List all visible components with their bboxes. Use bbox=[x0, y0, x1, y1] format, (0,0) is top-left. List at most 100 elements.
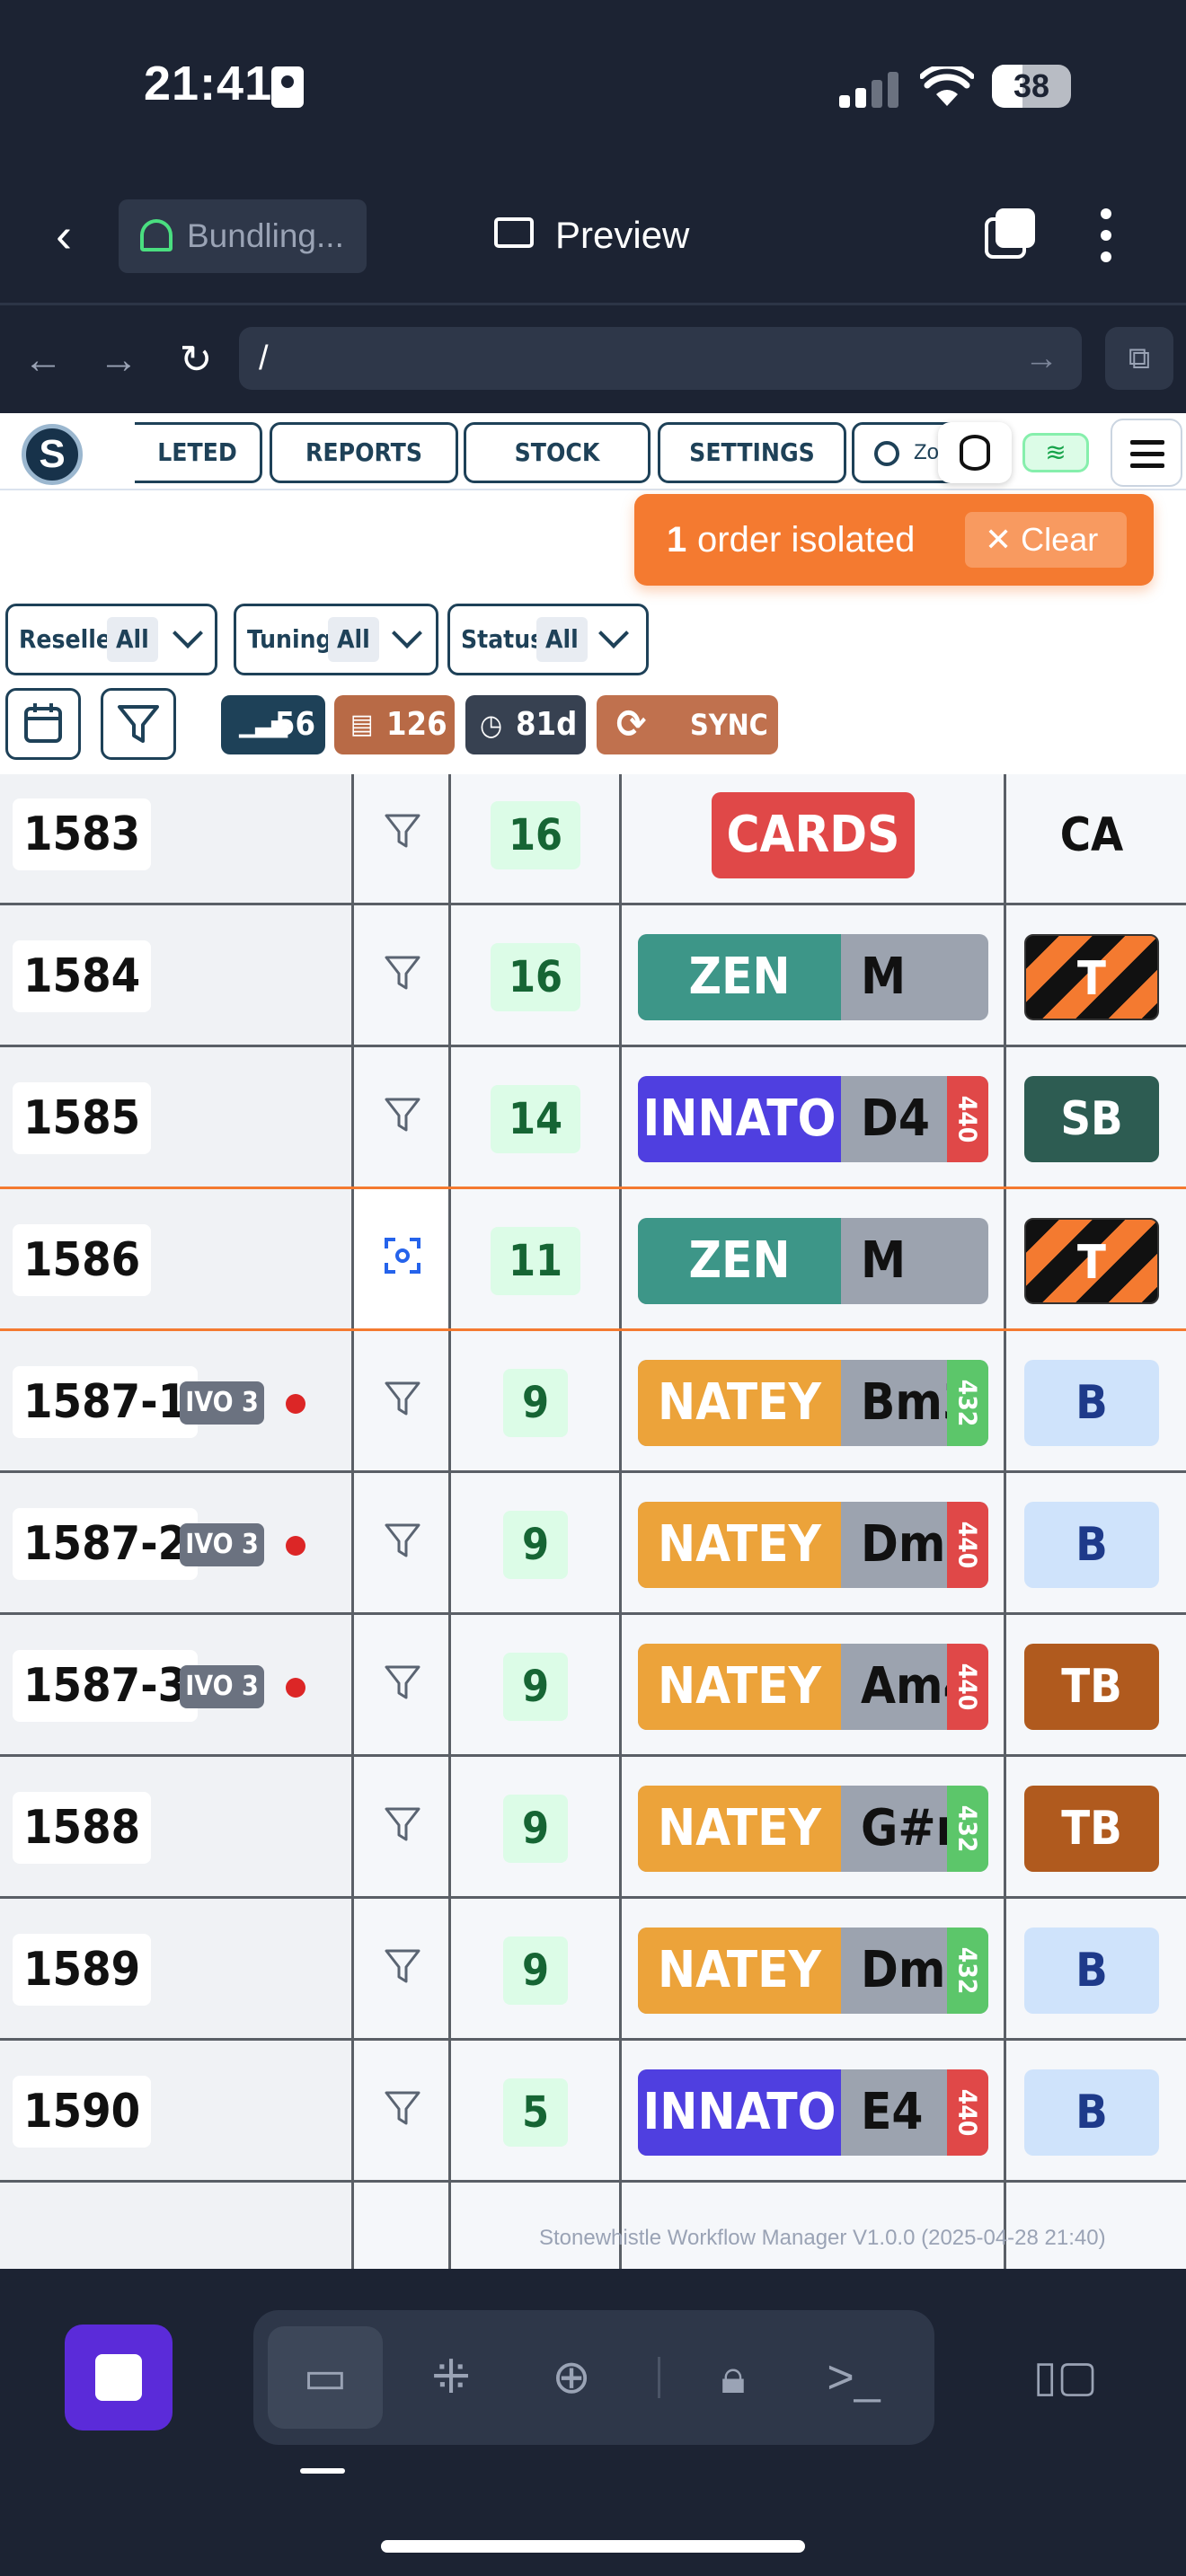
tuning-badge: 440 bbox=[947, 1076, 988, 1162]
reload-icon[interactable]: ↻ bbox=[179, 338, 213, 382]
isolate-cell[interactable] bbox=[354, 1615, 451, 1754]
instrument-badge[interactable]: ZEN M bbox=[638, 1218, 988, 1304]
instrument-name: ZEN bbox=[638, 934, 841, 1020]
side-panel-icon[interactable]: ▯▢ bbox=[1033, 2353, 1098, 2401]
instrument-badge[interactable]: NATEY Am4440 bbox=[638, 1644, 988, 1730]
ivo-badge: IVO 3 bbox=[180, 1381, 264, 1425]
menu-icon[interactable] bbox=[1111, 419, 1182, 487]
instrument-badge[interactable]: INNATO D4 440 bbox=[638, 1076, 988, 1162]
instrument-badge[interactable]: INNATO E4 440 bbox=[638, 2069, 988, 2156]
isolate-cell[interactable] bbox=[354, 1899, 451, 2038]
reseller-filter[interactable]: Reseller All bbox=[5, 604, 217, 675]
table-row[interactable]: 1584 16 ZEN M T bbox=[0, 905, 1186, 1047]
terminal-icon[interactable]: >_ bbox=[827, 2351, 881, 2404]
table-row[interactable]: 1588 9 NATEY G#m4432 TB bbox=[0, 1757, 1186, 1899]
orders-table: 1583 16 CARDS CA 1584 16 ZEN M T 1585 14 INNATO D4 44… bbox=[0, 774, 1186, 2269]
url-field[interactable]: / bbox=[239, 327, 1082, 390]
more-vertical-icon[interactable] bbox=[1093, 208, 1120, 262]
status-filter[interactable]: Status All bbox=[447, 604, 649, 675]
order-number[interactable]: 1587-3 bbox=[13, 1650, 199, 1722]
instrument-key: M bbox=[861, 1231, 907, 1290]
table-row[interactable]: 1590 5 INNATO E4 440 B bbox=[0, 2041, 1186, 2183]
home-indicator[interactable] bbox=[381, 2540, 805, 2553]
isolate-cell[interactable] bbox=[354, 1757, 451, 1896]
type-badge: T bbox=[1024, 1218, 1159, 1304]
table-row[interactable] bbox=[0, 2183, 1186, 2269]
type-badge: B bbox=[1024, 1360, 1159, 1446]
filter-icon bbox=[385, 1381, 420, 1416]
tab-completed[interactable]: LETED bbox=[135, 422, 262, 483]
order-number[interactable]: 1585 bbox=[13, 1082, 152, 1154]
database-icon[interactable] bbox=[938, 422, 1012, 483]
browser-back-icon[interactable]: ← bbox=[23, 338, 63, 382]
globe-icon[interactable]: ⊕ bbox=[552, 2351, 591, 2404]
back-chevron-icon[interactable]: ‹ bbox=[56, 208, 72, 262]
clear-button[interactable]: ✕ Clear bbox=[965, 512, 1127, 568]
quantity-badge: 9 bbox=[503, 1369, 568, 1437]
contact-card-icon bbox=[271, 66, 304, 108]
instrument-badge[interactable]: NATEY Dm4432 bbox=[638, 1928, 988, 2014]
instrument-badge[interactable]: NATEY G#m4432 bbox=[638, 1786, 988, 1872]
order-number[interactable]: 1590 bbox=[13, 2076, 152, 2148]
isolate-cell[interactable] bbox=[354, 1331, 451, 1470]
bar-chart-icon: ▁▃▅ bbox=[239, 711, 288, 738]
instrument-badge[interactable]: NATEY Bm3432 bbox=[638, 1360, 988, 1446]
order-number[interactable]: 1586 bbox=[13, 1224, 152, 1296]
order-number[interactable]: 1589 bbox=[13, 1934, 152, 2006]
filter-button[interactable] bbox=[101, 688, 176, 760]
instrument-badge[interactable]: NATEY Dm4440 bbox=[638, 1502, 988, 1588]
calendar-button[interactable] bbox=[5, 688, 81, 760]
tab-stock[interactable]: STOCK bbox=[464, 422, 651, 483]
browser-forward-icon[interactable]: → bbox=[99, 338, 138, 382]
order-number[interactable]: 1584 bbox=[13, 940, 152, 1012]
tab-settings[interactable]: SETTINGS bbox=[658, 422, 846, 483]
isolation-toast: 1 order isolated ✕ Clear bbox=[634, 494, 1154, 586]
preview-toggle[interactable]: Preview bbox=[494, 208, 689, 262]
isolate-cell[interactable] bbox=[354, 774, 451, 903]
order-number[interactable]: 1583 bbox=[13, 798, 152, 870]
sync-button[interactable]: ⟳ SYNC bbox=[597, 695, 778, 754]
version-footer: Stonewhistle Workflow Manager V1.0.0 (20… bbox=[539, 2226, 1106, 2250]
connection-status-icon[interactable]: ≋ bbox=[1022, 433, 1089, 472]
lock-icon[interactable]: 🔒︎ bbox=[721, 2351, 746, 2404]
go-arrow-icon[interactable]: → bbox=[1024, 340, 1058, 377]
stop-button[interactable] bbox=[65, 2325, 173, 2430]
cards-badge[interactable]: CARDS bbox=[712, 792, 915, 878]
instrument-cell: ZEN M bbox=[622, 905, 1006, 1045]
apps-grid-icon[interactable]: ⁜ bbox=[431, 2351, 471, 2404]
isolate-cell[interactable] bbox=[354, 905, 451, 1045]
instrument-cell: NATEY Dm4432 bbox=[622, 1899, 1006, 2038]
qty-cell: 9 bbox=[451, 1899, 622, 2038]
isolate-cell[interactable] bbox=[354, 1047, 451, 1187]
table-row[interactable]: 1583 16 CARDS CA bbox=[0, 774, 1186, 905]
logo[interactable]: S bbox=[22, 424, 83, 485]
project-chip[interactable]: Bundling... bbox=[119, 199, 367, 273]
chevron-down-icon bbox=[598, 618, 629, 648]
order-number[interactable]: 1587-1 bbox=[13, 1366, 199, 1438]
filter-icon bbox=[118, 705, 159, 743]
type-cell: SB bbox=[1006, 1047, 1186, 1187]
isolate-cell[interactable] bbox=[354, 1473, 451, 1612]
table-row[interactable]: 1589 9 NATEY Dm4432 B bbox=[0, 1899, 1186, 2041]
order-number[interactable]: 1587-2 bbox=[13, 1508, 199, 1580]
table-row[interactable]: 1585 14 INNATO D4 440 SB bbox=[0, 1047, 1186, 1189]
desktop-view-icon[interactable]: ▭ bbox=[268, 2326, 383, 2429]
tuning-filter[interactable]: Tuning All bbox=[234, 604, 438, 675]
type-cell: B bbox=[1006, 1473, 1186, 1612]
open-external-icon[interactable]: ⧉ bbox=[1105, 327, 1173, 390]
type-cell: TB bbox=[1006, 1757, 1186, 1896]
order-number[interactable]: 1588 bbox=[13, 1792, 152, 1864]
instrument-badge[interactable]: ZEN M bbox=[638, 934, 988, 1020]
status-dot bbox=[286, 1536, 305, 1556]
instrument-cell: ZEN M bbox=[622, 1189, 1006, 1328]
isolate-cell[interactable] bbox=[354, 2041, 451, 2180]
tabs-icon[interactable] bbox=[985, 208, 1035, 260]
table-row[interactable]: 1586 11 ZEN M T bbox=[0, 1189, 1186, 1331]
isolate-cell[interactable] bbox=[354, 1189, 451, 1328]
instrument-key: G#m4 bbox=[861, 1799, 947, 1857]
tab-reports[interactable]: REPORTS bbox=[270, 422, 458, 483]
quantity-badge: 16 bbox=[491, 801, 580, 869]
